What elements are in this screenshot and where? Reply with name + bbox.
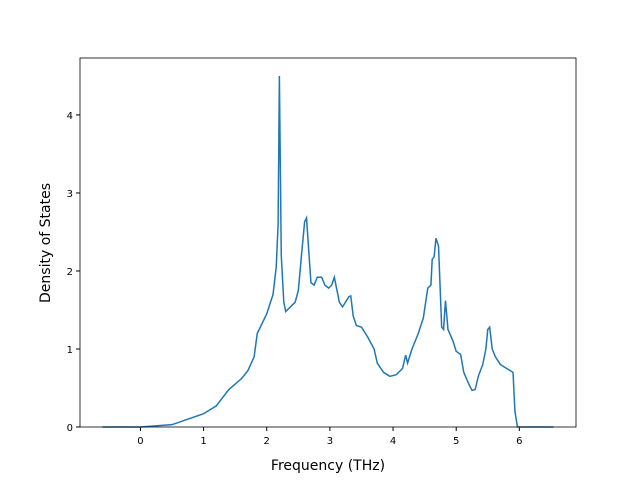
y-tick-label: 4 [67,111,73,122]
y-tick-label: 1 [67,345,73,356]
x-axis-label: Frequency (THz) [271,458,385,474]
x-tick-label: 4 [390,436,396,447]
plot-frame [79,57,577,428]
x-tick-label: 1 [200,436,206,447]
y-tick-label: 3 [67,189,73,200]
x-tick-label: 3 [327,436,333,447]
y-tick-label: 0 [67,423,73,434]
x-tick-label: 5 [453,436,459,447]
line [102,75,554,428]
x-tick-label: 0 [137,436,143,447]
y-tick-label: 2 [67,267,73,278]
x-tick-label: 6 [516,436,522,447]
x-tick-label: 2 [264,436,270,447]
y-axis-label: Density of States [38,183,54,303]
